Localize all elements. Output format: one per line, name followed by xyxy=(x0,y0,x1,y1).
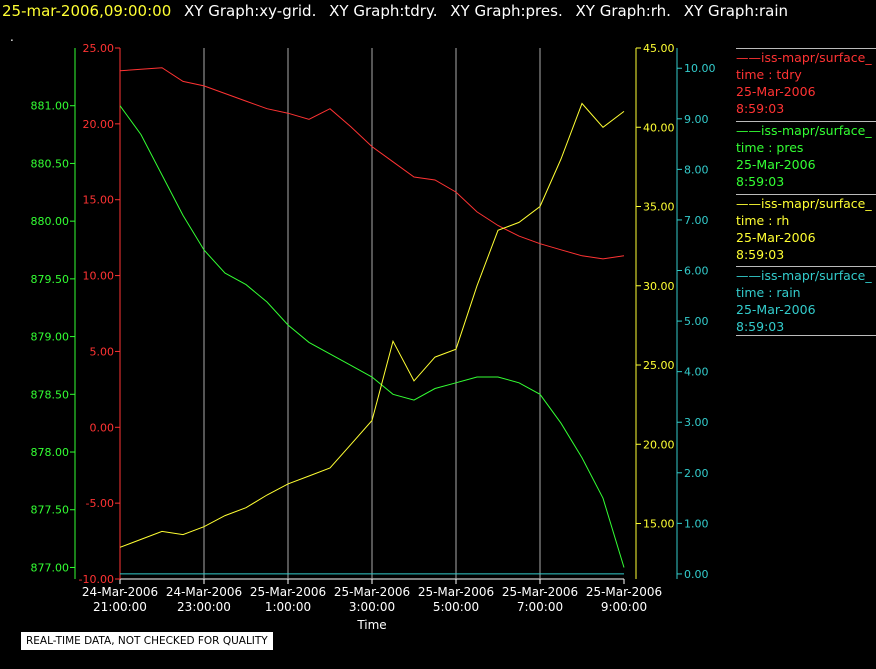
x-tick-label-date: 25-Mar-2006 xyxy=(334,585,410,599)
series-line-rh xyxy=(119,102,625,548)
tdry-axis-tick-label: 25.00 xyxy=(83,42,115,55)
tdry-axis-tick-label: 20.00 xyxy=(83,118,115,131)
rh-axis-tick-label: 25.00 xyxy=(643,359,675,372)
legend-rh-title: ——iss-mapr/surface_ xyxy=(736,196,872,211)
rain-axis-tick-label: 8.00 xyxy=(684,163,709,176)
header-graph-xy-grid: XY Graph:xy-grid. xyxy=(184,2,317,20)
rain-axis-tick-label: 0.00 xyxy=(684,568,709,581)
legend-tdry-variable: time : tdry xyxy=(736,67,802,82)
legend-rain: ——iss-mapr/surface_ time : rain 25-Mar-2… xyxy=(736,266,876,336)
rain-axis-tick-label: 6.00 xyxy=(684,265,709,278)
x-tick-label-time: 9:00:00 xyxy=(601,600,647,614)
x-tick-label-time: 5:00:00 xyxy=(433,600,479,614)
x-tick-label-time: 21:00:00 xyxy=(93,600,147,614)
rh-axis-tick-label: 15.00 xyxy=(643,518,675,531)
header-graph-tdry: XY Graph:tdry. xyxy=(329,2,438,20)
tdry-axis-tick-label: -5.00 xyxy=(86,497,114,510)
rh-axis-tick-label: 30.00 xyxy=(643,280,675,293)
pres-axis-tick-label: 878.50 xyxy=(31,388,70,401)
header-graph-rh: XY Graph:rh. xyxy=(575,2,671,20)
x-tick-label-date: 25-Mar-2006 xyxy=(250,585,326,599)
rh-axis-tick-label: 40.00 xyxy=(643,121,675,134)
x-tick-label-date: 25-Mar-2006 xyxy=(586,585,662,599)
x-tick-label-time: 7:00:00 xyxy=(517,600,563,614)
legend-tdry-title: ——iss-mapr/surface_ xyxy=(736,50,872,65)
x-tick-label-date: 24-Mar-2006 xyxy=(82,585,158,599)
header: 25-mar-2006,09:00:00 XY Graph:xy-grid. X… xyxy=(2,2,796,24)
legend-tdry-time: 8:59:03 xyxy=(736,101,785,116)
pres-axis-tick-label: 879.50 xyxy=(31,273,70,286)
pres-axis-tick-label: 880.00 xyxy=(31,215,70,228)
x-tick-label-time: 3:00:00 xyxy=(349,600,395,614)
rain-axis-tick-label: 9.00 xyxy=(684,113,709,126)
x-tick-label-date: 25-Mar-2006 xyxy=(418,585,494,599)
tdry-axis-tick-label: 10.00 xyxy=(83,270,115,283)
pres-axis-tick-label: 877.50 xyxy=(31,504,70,517)
pres-axis-tick-label: 880.50 xyxy=(31,157,70,170)
legend-rh: ——iss-mapr/surface_ time : rh 25-Mar-200… xyxy=(736,194,876,263)
rain-axis-tick-label: 2.00 xyxy=(684,467,709,480)
legend-pres-variable: time : pres xyxy=(736,140,804,155)
legend-rain-variable: time : rain xyxy=(736,285,801,300)
legend-rh-date: 25-Mar-2006 xyxy=(736,230,816,245)
x-tick-label-time: 1:00:00 xyxy=(265,600,311,614)
header-graph-pres: XY Graph:pres. xyxy=(450,2,563,20)
tdry-axis-tick-label: 15.00 xyxy=(83,194,115,207)
legend-rh-time: 8:59:03 xyxy=(736,247,785,262)
legend-pres-title: ——iss-mapr/surface_ xyxy=(736,123,872,138)
pres-axis-tick-label: 878.00 xyxy=(31,446,70,459)
rain-axis-tick-label: 4.00 xyxy=(684,366,709,379)
pres-axis-tick-label: 881.00 xyxy=(31,100,70,113)
legend-pres-time: 8:59:03 xyxy=(736,174,785,189)
rain-axis-tick-label: 1.00 xyxy=(684,517,709,530)
header-datetime: 25-mar-2006,09:00:00 xyxy=(2,2,172,20)
tdry-axis-tick-label: 5.00 xyxy=(90,345,115,358)
x-tick-label-date: 24-Mar-2006 xyxy=(166,585,242,599)
header-graph-rain: XY Graph:rain xyxy=(683,2,789,20)
disclaimer-label: REAL-TIME DATA, NOT CHECKED FOR QUALITY xyxy=(20,631,274,651)
series-line-tdry xyxy=(119,67,625,260)
legend-tdry: ——iss-mapr/surface_ time : tdry 25-Mar-2… xyxy=(736,48,876,117)
legend-pres: ——iss-mapr/surface_ time : pres 25-Mar-2… xyxy=(736,121,876,190)
pres-axis-tick-label: 877.00 xyxy=(31,561,70,574)
legend-tdry-date: 25-Mar-2006 xyxy=(736,84,816,99)
x-axis-label: Time xyxy=(356,618,386,632)
tdry-axis-tick-label: -10.00 xyxy=(79,573,114,586)
rain-axis-tick-label: 10.00 xyxy=(684,62,716,75)
tdry-axis-tick-label: 0.00 xyxy=(90,421,115,434)
legend-rh-variable: time : rh xyxy=(736,213,790,228)
x-tick-label-date: 25-Mar-2006 xyxy=(502,585,578,599)
rain-axis-tick-label: 3.00 xyxy=(684,416,709,429)
rh-axis-tick-label: 45.00 xyxy=(643,42,675,55)
rain-axis-tick-label: 5.00 xyxy=(684,315,709,328)
legend-rain-time: 8:59:03 xyxy=(736,319,785,334)
legend-pres-date: 25-Mar-2006 xyxy=(736,157,816,172)
rh-axis-tick-label: 35.00 xyxy=(643,201,675,214)
status-dot: . xyxy=(10,30,14,44)
rain-axis-tick-label: 7.00 xyxy=(684,214,709,227)
series-line-pres xyxy=(119,105,625,568)
legend-rain-date: 25-Mar-2006 xyxy=(736,302,816,317)
x-tick-label-time: 23:00:00 xyxy=(177,600,231,614)
pres-axis-tick-label: 879.00 xyxy=(31,331,70,344)
legend-rain-title: ——iss-mapr/surface_ xyxy=(736,268,872,283)
rh-axis-tick-label: 20.00 xyxy=(643,438,675,451)
